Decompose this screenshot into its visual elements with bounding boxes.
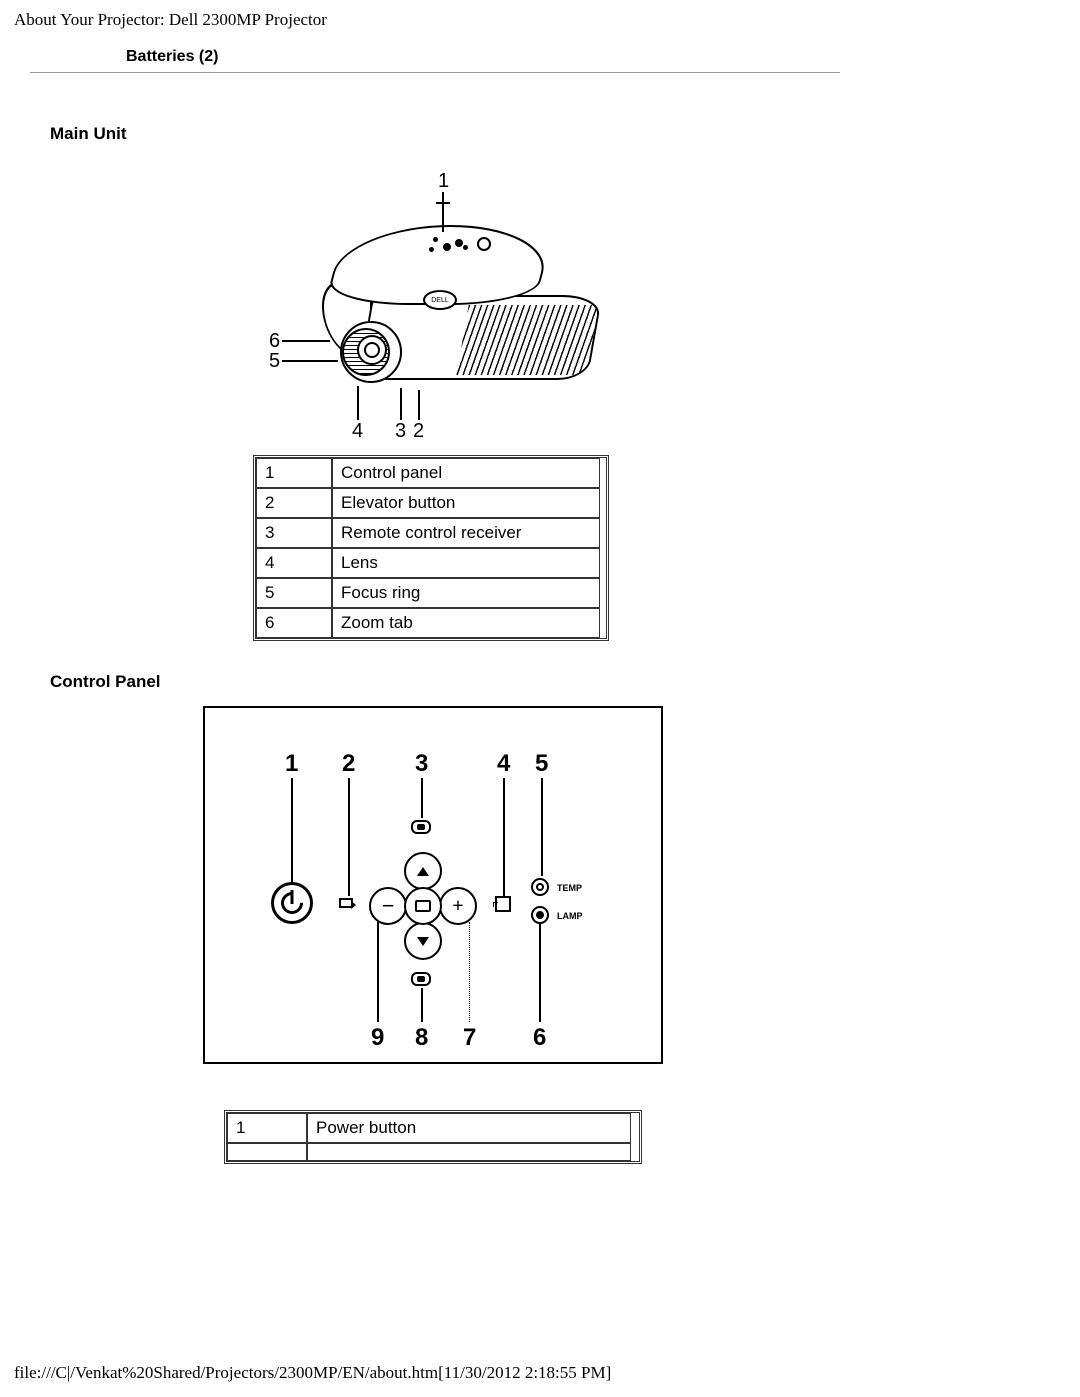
up-button-icon bbox=[404, 852, 442, 890]
dpad bbox=[355, 838, 485, 968]
callout-2: 2 bbox=[342, 750, 355, 778]
callout-5: 5 bbox=[535, 750, 548, 778]
table-row: 2Elevator button bbox=[256, 488, 606, 518]
callout-1: 1 bbox=[285, 750, 298, 778]
control-panel-table: 1 Power button bbox=[224, 1110, 642, 1164]
callout-6: 6 bbox=[533, 1024, 546, 1052]
callout-7: 7 bbox=[463, 1024, 476, 1052]
lamp-led-icon bbox=[531, 906, 549, 924]
main-unit-heading: Main Unit bbox=[50, 124, 127, 144]
main-unit-diagram: DELL 1 6 5 4 3 2 bbox=[260, 170, 600, 440]
table-row: 1 Power button bbox=[227, 1113, 639, 1143]
callout-8: 8 bbox=[415, 1024, 428, 1052]
plus-button-icon bbox=[439, 887, 477, 925]
table-row bbox=[227, 1143, 639, 1161]
page-footer: file:///C|/Venkat%20Shared/Projectors/23… bbox=[14, 1363, 611, 1383]
batteries-label: Batteries (2) bbox=[126, 48, 218, 66]
callout-5: 5 bbox=[269, 350, 280, 373]
callout-3: 3 bbox=[395, 420, 406, 443]
main-unit-table: 1Control panel 2Elevator button 3Remote … bbox=[253, 455, 609, 641]
projector-illustration: DELL bbox=[305, 225, 585, 385]
power-button-icon bbox=[271, 882, 313, 924]
callout-9: 9 bbox=[371, 1024, 384, 1052]
table-row: 6Zoom tab bbox=[256, 608, 606, 638]
callout-4: 4 bbox=[352, 420, 363, 443]
callout-3: 3 bbox=[415, 750, 428, 778]
page-header: About Your Projector: Dell 2300MP Projec… bbox=[14, 10, 327, 30]
table-row: 1Control panel bbox=[256, 458, 606, 488]
temp-label: TEMP bbox=[557, 883, 582, 893]
callout-1: 1 bbox=[438, 170, 449, 193]
dell-logo: DELL bbox=[423, 290, 457, 310]
control-panel-diagram: 1 2 3 4 5 9 8 7 6 TEMP LAMP bbox=[203, 706, 663, 1064]
callout-2: 2 bbox=[413, 420, 424, 443]
source-icon bbox=[339, 898, 353, 908]
callout-4: 4 bbox=[497, 750, 510, 778]
control-panel-heading: Control Panel bbox=[50, 672, 161, 692]
table-row: 4Lens bbox=[256, 548, 606, 578]
lamp-label: LAMP bbox=[557, 911, 583, 921]
resync-icon bbox=[495, 896, 511, 912]
down-button-icon bbox=[404, 922, 442, 960]
table-row: 5Focus ring bbox=[256, 578, 606, 608]
temp-led-icon bbox=[531, 878, 549, 896]
keystone-down-icon bbox=[411, 972, 431, 986]
keystone-up-icon bbox=[411, 820, 431, 834]
table-row: 3Remote control receiver bbox=[256, 518, 606, 548]
minus-button-icon bbox=[369, 887, 407, 925]
horizontal-rule bbox=[30, 72, 840, 73]
menu-button-icon bbox=[404, 887, 442, 925]
